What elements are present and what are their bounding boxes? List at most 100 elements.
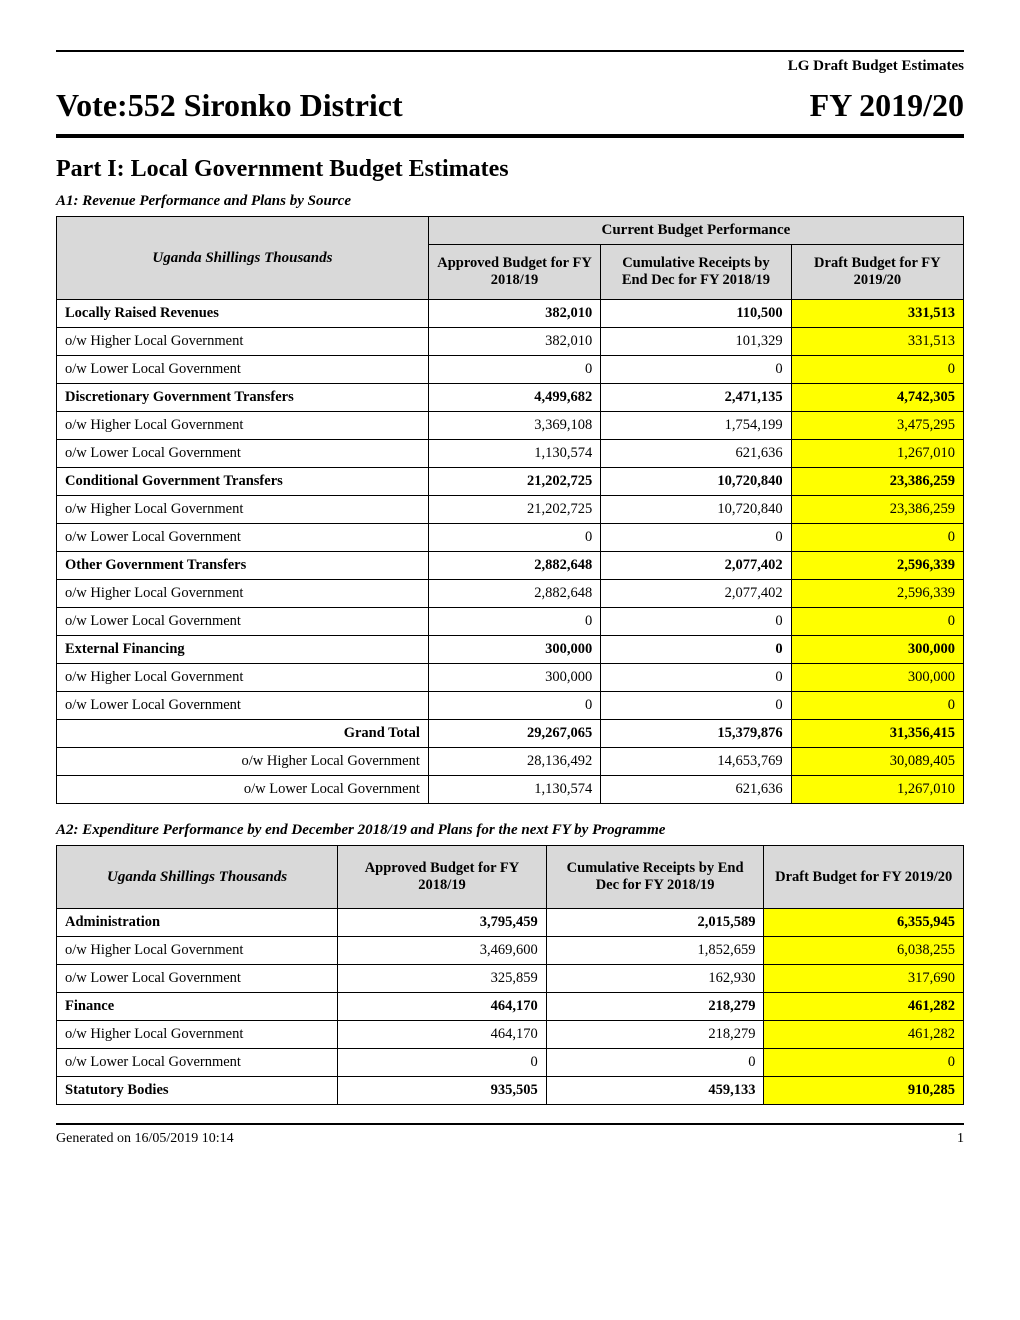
cell-value: 0 bbox=[791, 608, 963, 636]
cell-value: 21,202,725 bbox=[428, 468, 600, 496]
cell-value: 10,720,840 bbox=[601, 496, 791, 524]
cell-value: 0 bbox=[601, 664, 791, 692]
a1-rowlabel-header: Uganda Shillings Thousands bbox=[57, 217, 429, 300]
a1-spanning-header: Current Budget Performance bbox=[428, 217, 963, 245]
table-row: o/w Lower Local Government1,130,574621,6… bbox=[57, 440, 964, 468]
cell-value: 10,720,840 bbox=[601, 468, 791, 496]
table-row: o/w Higher Local Government3,469,6001,85… bbox=[57, 937, 964, 965]
row-label: o/w Lower Local Government bbox=[57, 692, 429, 720]
row-label: o/w Higher Local Government bbox=[57, 328, 429, 356]
cell-value: 0 bbox=[791, 356, 963, 384]
cell-value: 2,882,648 bbox=[428, 552, 600, 580]
row-label: Conditional Government Transfers bbox=[57, 468, 429, 496]
a1-col2-header: Cumulative Receipts by End Dec for FY 20… bbox=[601, 245, 791, 300]
row-label: Other Government Transfers bbox=[57, 552, 429, 580]
table-row: Other Government Transfers2,882,6482,077… bbox=[57, 552, 964, 580]
table-row: o/w Lower Local Government325,859162,930… bbox=[57, 965, 964, 993]
a2-label: A2: Expenditure Performance by end Decem… bbox=[56, 822, 964, 839]
cell-value: 300,000 bbox=[791, 664, 963, 692]
table-row: External Financing300,0000300,000 bbox=[57, 636, 964, 664]
table-row: o/w Higher Local Government3,369,1081,75… bbox=[57, 412, 964, 440]
fy-title: FY 2019/20 bbox=[810, 87, 964, 124]
cell-value: 317,690 bbox=[764, 965, 964, 993]
cell-value: 3,369,108 bbox=[428, 412, 600, 440]
a1-table: Uganda Shillings Thousands Current Budge… bbox=[56, 216, 964, 804]
a1-grand-c3: 31,356,415 bbox=[791, 720, 963, 748]
table-row: o/w Lower Local Government000 bbox=[57, 524, 964, 552]
cell-value: 935,505 bbox=[338, 1077, 547, 1105]
cell-value: 2,882,648 bbox=[428, 580, 600, 608]
table-row: o/w Lower Local Government000 bbox=[57, 692, 964, 720]
cell-value: 2,077,402 bbox=[601, 552, 791, 580]
part-title: Part I: Local Government Budget Estimate… bbox=[56, 156, 964, 183]
top-rule bbox=[56, 50, 964, 52]
cell-value: 0 bbox=[601, 608, 791, 636]
table-row: Locally Raised Revenues382,010110,500331… bbox=[57, 300, 964, 328]
cell-value: 621,636 bbox=[601, 776, 791, 804]
cell-value: 461,282 bbox=[764, 1021, 964, 1049]
cell-value: 110,500 bbox=[601, 300, 791, 328]
row-label: o/w Higher Local Government bbox=[57, 1021, 338, 1049]
row-label: o/w Lower Local Government bbox=[57, 440, 429, 468]
cell-value: 1,754,199 bbox=[601, 412, 791, 440]
cell-value: 0 bbox=[428, 524, 600, 552]
footer: Generated on 16/05/2019 10:14 1 bbox=[56, 1123, 964, 1147]
table-row: o/w Lower Local Government1,130,574621,6… bbox=[57, 776, 964, 804]
a2-rowlabel-header: Uganda Shillings Thousands bbox=[57, 846, 338, 909]
table-row: o/w Higher Local Government464,170218,27… bbox=[57, 1021, 964, 1049]
table-row: o/w Higher Local Government300,0000300,0… bbox=[57, 664, 964, 692]
cell-value: 2,015,589 bbox=[546, 909, 764, 937]
cell-value: 0 bbox=[428, 692, 600, 720]
a2-col2-header: Cumulative Receipts by End Dec for FY 20… bbox=[546, 846, 764, 909]
table-row: o/w Lower Local Government000 bbox=[57, 356, 964, 384]
cell-value: 0 bbox=[338, 1049, 547, 1077]
cell-value: 162,930 bbox=[546, 965, 764, 993]
row-label: o/w Lower Local Government bbox=[57, 356, 429, 384]
cell-value: 910,285 bbox=[764, 1077, 964, 1105]
cell-value: 0 bbox=[601, 636, 791, 664]
cell-value: 300,000 bbox=[428, 636, 600, 664]
row-label: Administration bbox=[57, 909, 338, 937]
table-row: Administration3,795,4592,015,5896,355,94… bbox=[57, 909, 964, 937]
cell-value: 0 bbox=[428, 608, 600, 636]
cell-value: 23,386,259 bbox=[791, 496, 963, 524]
row-label: Finance bbox=[57, 993, 338, 1021]
row-label: o/w Higher Local Government bbox=[57, 748, 429, 776]
cell-value: 459,133 bbox=[546, 1077, 764, 1105]
a1-grand-c1: 29,267,065 bbox=[428, 720, 600, 748]
cell-value: 218,279 bbox=[546, 993, 764, 1021]
title-row: Vote:552 Sironko District FY 2019/20 bbox=[56, 87, 964, 124]
cell-value: 0 bbox=[791, 524, 963, 552]
cell-value: 6,038,255 bbox=[764, 937, 964, 965]
cell-value: 325,859 bbox=[338, 965, 547, 993]
vote-title: Vote:552 Sironko District bbox=[56, 87, 403, 124]
a2-table: Uganda Shillings Thousands Approved Budg… bbox=[56, 845, 964, 1105]
cell-value: 3,475,295 bbox=[791, 412, 963, 440]
cell-value: 331,513 bbox=[791, 300, 963, 328]
row-label: o/w Lower Local Government bbox=[57, 965, 338, 993]
a2-col3-header: Draft Budget for FY 2019/20 bbox=[764, 846, 964, 909]
a1-col1-header: Approved Budget for FY 2018/19 bbox=[428, 245, 600, 300]
table-row: Finance464,170218,279461,282 bbox=[57, 993, 964, 1021]
a1-label: A1: Revenue Performance and Plans by Sou… bbox=[56, 193, 964, 210]
table-row: o/w Higher Local Government21,202,72510,… bbox=[57, 496, 964, 524]
cell-value: 1,852,659 bbox=[546, 937, 764, 965]
cell-value: 4,499,682 bbox=[428, 384, 600, 412]
row-label: o/w Lower Local Government bbox=[57, 1049, 338, 1077]
cell-value: 0 bbox=[601, 692, 791, 720]
cell-value: 0 bbox=[428, 356, 600, 384]
cell-value: 3,795,459 bbox=[338, 909, 547, 937]
cell-value: 6,355,945 bbox=[764, 909, 964, 937]
cell-value: 621,636 bbox=[601, 440, 791, 468]
row-label: o/w Higher Local Government bbox=[57, 412, 429, 440]
cell-value: 101,329 bbox=[601, 328, 791, 356]
cell-value: 28,136,492 bbox=[428, 748, 600, 776]
a1-grand-c2: 15,379,876 bbox=[601, 720, 791, 748]
cell-value: 1,130,574 bbox=[428, 776, 600, 804]
cell-value: 0 bbox=[546, 1049, 764, 1077]
table-row: o/w Higher Local Government2,882,6482,07… bbox=[57, 580, 964, 608]
cell-value: 21,202,725 bbox=[428, 496, 600, 524]
cell-value: 382,010 bbox=[428, 300, 600, 328]
cell-value: 2,596,339 bbox=[791, 580, 963, 608]
cell-value: 30,089,405 bbox=[791, 748, 963, 776]
